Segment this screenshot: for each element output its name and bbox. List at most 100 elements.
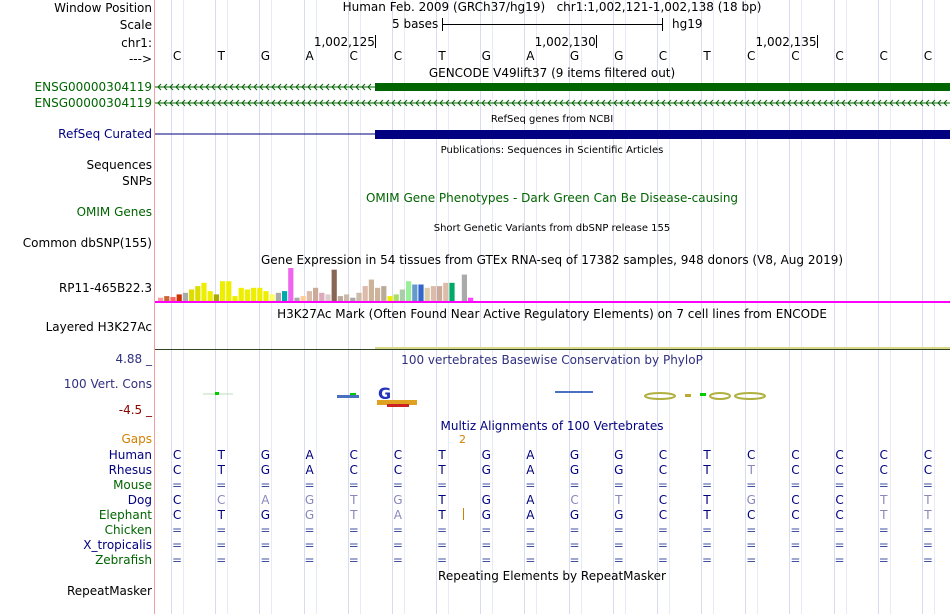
aligned-base: =	[481, 553, 492, 567]
base-gridlines	[155, 0, 950, 614]
aligned-base: G	[569, 508, 580, 522]
aligned-base: =	[260, 553, 271, 567]
gtex-tissue-bar[interactable]	[300, 296, 306, 302]
gtex-tissue-bar[interactable]	[170, 297, 176, 301]
aligned-base: G	[746, 493, 756, 507]
gtex-tissue-bar[interactable]	[449, 282, 455, 301]
aligned-base: G	[481, 508, 491, 522]
gridline	[656, 0, 658, 614]
species-label[interactable]: X_tropicalis	[83, 538, 152, 552]
gridline	[436, 0, 438, 614]
gtex-tissue-bar[interactable]	[406, 281, 412, 301]
gtex-tissue-bar[interactable]	[356, 292, 362, 302]
species-label[interactable]: Dog	[127, 493, 152, 507]
label-gencode-1[interactable]: ENSG00000304119	[34, 80, 152, 94]
gtex-tissue-bar[interactable]	[263, 291, 269, 301]
gtex-tissue-bar[interactable]	[313, 287, 319, 301]
gtex-tissue-bar[interactable]	[244, 289, 250, 302]
gencode-transcripts[interactable]	[155, 80, 950, 110]
gtex-tissue-bar[interactable]	[294, 297, 300, 301]
gtex-tissue-bar[interactable]	[269, 294, 275, 301]
label-snps[interactable]: SNPs	[122, 174, 152, 188]
label-h3k27ac[interactable]: Layered H3K27Ac	[45, 320, 152, 334]
aligned-base: =	[525, 478, 536, 492]
gtex-tissue-bar[interactable]	[337, 296, 343, 302]
label-repeatmasker[interactable]: RepeatMasker	[66, 584, 152, 598]
gtex-tissue-bar[interactable]	[195, 286, 201, 301]
gtex-tissue-bar[interactable]	[412, 284, 418, 302]
phylop-logo[interactable]: G	[155, 380, 950, 410]
gtex-tissue-bar[interactable]	[387, 296, 393, 302]
gtex-tissue-bar[interactable]	[375, 287, 381, 301]
aligned-base: G	[260, 508, 271, 522]
label-cons[interactable]: 100 Vert. Cons	[63, 377, 152, 391]
label-sequences[interactable]: Sequences	[86, 158, 152, 172]
gtex-tissue-bar[interactable]	[182, 292, 188, 302]
species-label[interactable]: Chicken	[104, 523, 152, 537]
gtex-bar-chart[interactable]	[155, 268, 555, 302]
species-label[interactable]: Elephant	[98, 508, 152, 522]
gtex-tissue-bar[interactable]	[158, 297, 164, 301]
gridline	[580, 0, 582, 614]
aligned-base: A	[526, 508, 535, 522]
gtex-tissue-bar[interactable]	[393, 294, 399, 301]
gtex-tissue-bar[interactable]	[424, 287, 430, 301]
species-label[interactable]: Mouse	[113, 478, 152, 492]
gtex-tissue-bar[interactable]	[437, 286, 443, 301]
aligned-base: =	[304, 523, 315, 537]
label-gencode-2[interactable]: ENSG00000304119	[34, 96, 152, 110]
gtex-tissue-bar[interactable]	[213, 294, 219, 301]
gtex-tissue-bar[interactable]	[350, 297, 356, 301]
gtex-tissue-bar[interactable]	[418, 284, 424, 302]
aligned-base: A	[261, 493, 270, 507]
gtex-tissue-bar[interactable]	[288, 268, 294, 301]
gtex-tissue-bar[interactable]	[251, 287, 257, 301]
aligned-base: T	[438, 448, 446, 462]
gtex-tissue-bar[interactable]	[176, 294, 182, 301]
aligned-base: =	[437, 538, 448, 552]
h3k27ac-signal	[155, 349, 950, 350]
gridline	[492, 0, 494, 614]
snp-title: Short Genetic Variants from dbSNP releas…	[433, 223, 671, 234]
gencode-exon[interactable]	[375, 83, 950, 91]
gtex-tissue-bar[interactable]	[232, 296, 238, 302]
aligned-base: =	[746, 538, 757, 552]
gtex-tissue-bar[interactable]	[257, 287, 263, 301]
gtex-tissue-bar[interactable]	[282, 291, 288, 301]
gtex-tissue-bar[interactable]	[368, 279, 374, 301]
repeatmasker-title: Repeating Elements by RepeatMasker	[438, 569, 666, 583]
gtex-tissue-bar[interactable]	[430, 286, 436, 301]
aligned-base: =	[790, 538, 801, 552]
species-label[interactable]: Human	[108, 448, 152, 462]
gtex-tissue-bar[interactable]	[461, 274, 467, 301]
gtex-tissue-bar[interactable]	[220, 281, 226, 301]
refseq-gene[interactable]	[155, 128, 950, 140]
gtex-tissue-bar[interactable]	[468, 297, 474, 301]
gtex-tissue-bar[interactable]	[189, 289, 195, 302]
gtex-tissue-bar[interactable]	[331, 269, 337, 301]
aligned-base: =	[746, 478, 757, 492]
gtex-tissue-bar[interactable]	[319, 292, 325, 302]
gtex-tissue-bar[interactable]	[325, 294, 331, 301]
gtex-tissue-bar[interactable]	[381, 286, 387, 301]
gtex-tissue-bar[interactable]	[164, 296, 170, 302]
gtex-tissue-bar[interactable]	[207, 291, 213, 301]
gtex-tissue-bar[interactable]	[344, 294, 350, 301]
aligned-base: =	[481, 523, 492, 537]
label-dbsnp[interactable]: Common dbSNP(155)	[22, 236, 152, 250]
species-label[interactable]: Zebrafish	[95, 553, 152, 567]
tick-label: 1,002,125	[313, 35, 375, 49]
gtex-tissue-bar[interactable]	[201, 282, 207, 301]
gtex-tissue-bar[interactable]	[226, 281, 232, 301]
gtex-tissue-bar[interactable]	[275, 292, 281, 302]
gtex-tissue-bar[interactable]	[238, 287, 244, 301]
gtex-tissue-bar[interactable]	[306, 291, 312, 301]
label-omim[interactable]: OMIM Genes	[76, 205, 152, 219]
label-refseq[interactable]: RefSeq Curated	[58, 127, 152, 141]
gtex-tissue-bar[interactable]	[362, 286, 368, 301]
label-gtex-gene[interactable]: RP11-465B22.3	[58, 281, 152, 295]
gtex-tissue-bar[interactable]	[399, 289, 405, 302]
aligned-base: =	[657, 553, 668, 567]
species-label[interactable]: Rhesus	[108, 463, 152, 477]
gtex-tissue-bar[interactable]	[443, 282, 449, 301]
